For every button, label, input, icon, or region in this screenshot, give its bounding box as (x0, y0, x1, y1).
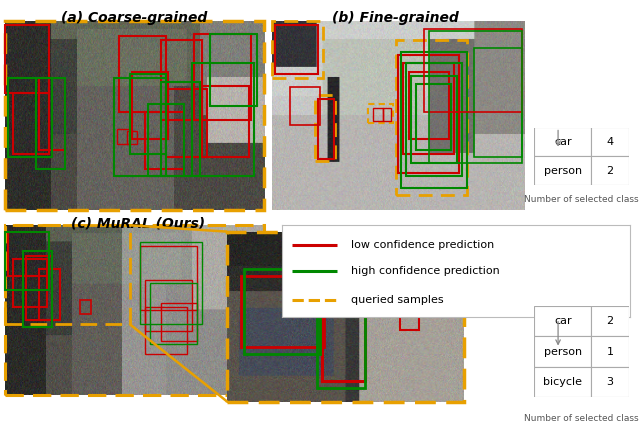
Bar (591, 306, 629, 337)
Bar (145, 307, 187, 354)
Bar (80, 300, 91, 314)
Bar (13, 93, 49, 154)
Bar (474, 48, 522, 157)
Bar (275, 25, 317, 74)
Bar (244, 269, 319, 354)
Bar (13, 259, 47, 307)
Bar (591, 337, 629, 367)
Bar (140, 246, 197, 310)
Bar (429, 31, 522, 163)
Bar (148, 105, 184, 176)
Bar (161, 40, 202, 119)
Bar (424, 29, 522, 112)
Bar (192, 63, 254, 176)
Bar (408, 72, 449, 139)
Text: 1: 1 (607, 347, 614, 357)
Bar (129, 74, 166, 154)
Text: bicycle: bicycle (543, 377, 582, 387)
Bar (5, 25, 49, 93)
Bar (406, 63, 461, 176)
Bar (39, 269, 60, 320)
Bar (403, 63, 454, 154)
Bar (39, 78, 65, 150)
Bar (36, 78, 65, 169)
Bar (8, 78, 52, 157)
Bar (534, 306, 591, 337)
Bar (272, 21, 323, 78)
Bar (383, 108, 391, 122)
Bar (5, 232, 49, 290)
Text: person: person (544, 165, 582, 176)
Text: car: car (554, 316, 572, 326)
Bar (534, 337, 591, 367)
Bar (591, 367, 629, 397)
Text: queried samples: queried samples (351, 295, 444, 305)
Bar (202, 85, 249, 157)
Bar (145, 280, 192, 331)
Bar (116, 129, 129, 144)
Bar (591, 156, 629, 185)
Text: Number of selected class: Number of selected class (524, 195, 639, 204)
Text: car: car (554, 137, 572, 147)
Bar (114, 78, 166, 176)
Bar (145, 112, 184, 169)
Bar (368, 105, 394, 123)
Bar (400, 300, 419, 330)
Bar (396, 40, 467, 195)
Bar (127, 131, 138, 144)
Bar (26, 256, 52, 320)
Text: high confidence prediction: high confidence prediction (351, 266, 500, 276)
Bar (161, 303, 197, 341)
Bar (591, 128, 629, 156)
Text: (c) MuRAL (Ours): (c) MuRAL (Ours) (70, 217, 205, 231)
Bar (317, 99, 334, 159)
Bar (23, 251, 52, 327)
Bar (317, 286, 365, 388)
Text: (a) Coarse-grained: (a) Coarse-grained (61, 11, 207, 25)
Bar (119, 37, 166, 112)
Bar (534, 367, 591, 397)
Bar (315, 95, 335, 161)
Bar (150, 283, 197, 344)
Text: Number of selected class: Number of selected class (524, 414, 639, 423)
Bar (5, 225, 129, 324)
Bar (401, 51, 467, 188)
Text: person: person (544, 347, 582, 357)
Bar (132, 72, 168, 139)
Bar (241, 276, 324, 347)
Bar (290, 88, 320, 125)
Text: (b) Fine-grained: (b) Fine-grained (332, 11, 459, 25)
Bar (161, 82, 200, 176)
Bar (195, 34, 252, 119)
Bar (534, 128, 591, 156)
Bar (373, 108, 383, 122)
Bar (166, 89, 207, 157)
Bar (322, 288, 365, 381)
Text: low confidence prediction: low confidence prediction (351, 241, 495, 250)
Bar (8, 232, 49, 276)
Bar (534, 156, 591, 185)
Bar (411, 76, 456, 163)
Bar (398, 55, 459, 173)
Text: 3: 3 (607, 377, 614, 387)
Bar (416, 84, 451, 150)
Bar (140, 242, 202, 324)
Text: 2: 2 (607, 165, 614, 176)
Text: 2: 2 (607, 316, 614, 326)
Bar (210, 34, 257, 106)
Text: 4: 4 (607, 137, 614, 147)
